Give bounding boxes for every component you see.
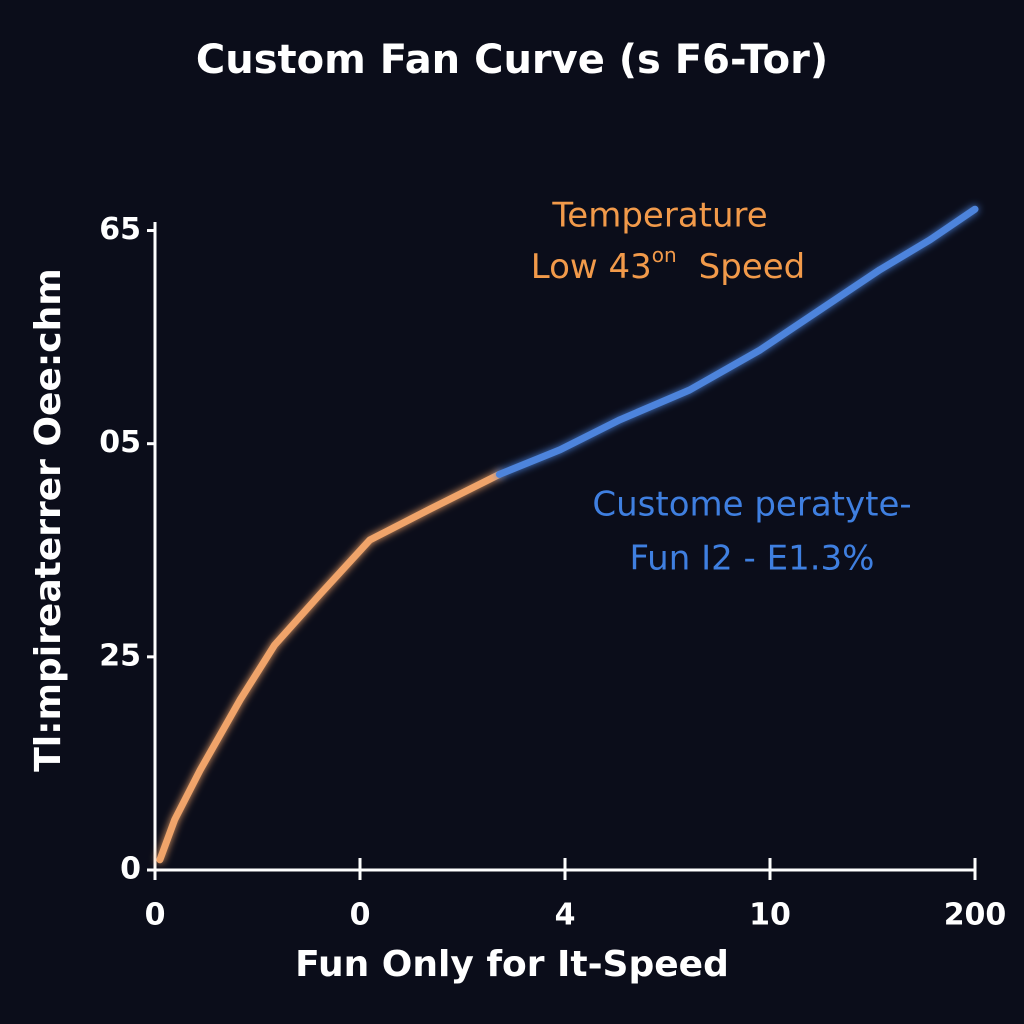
annotation: Custome peratyte- [592,485,911,525]
y-tick-label: 0 [120,852,141,887]
x-tick-label: 0 [145,898,166,933]
annotation-text: Low 43 [531,247,652,287]
x-tick-label: 10 [749,898,791,933]
fan-curve-line [156,470,503,864]
x-axis-label: Fun Only for It-Speed [295,944,729,985]
chart-title: Custom Fan Curve (s F6-Tor) [196,37,828,83]
y-tick-label: 25 [99,638,141,673]
y-axis-label: Tl:mpireaterrer Oee:chm [28,268,69,772]
fan-curve-line [495,205,979,478]
annotation: Fun I2 - E1.3% [629,539,874,579]
annotation-superscript: on [652,243,677,267]
y-tick-label: 65 [99,212,141,247]
annotation: Low 43on Speed [531,243,806,287]
x-tick-label: 200 [944,898,1007,933]
y-tick-label: 05 [99,425,141,460]
annotation: Temperature [551,196,767,236]
x-tick-label: 0 [350,898,371,933]
x-tick-label: 4 [555,898,576,933]
annotation-text: Speed [699,247,806,287]
